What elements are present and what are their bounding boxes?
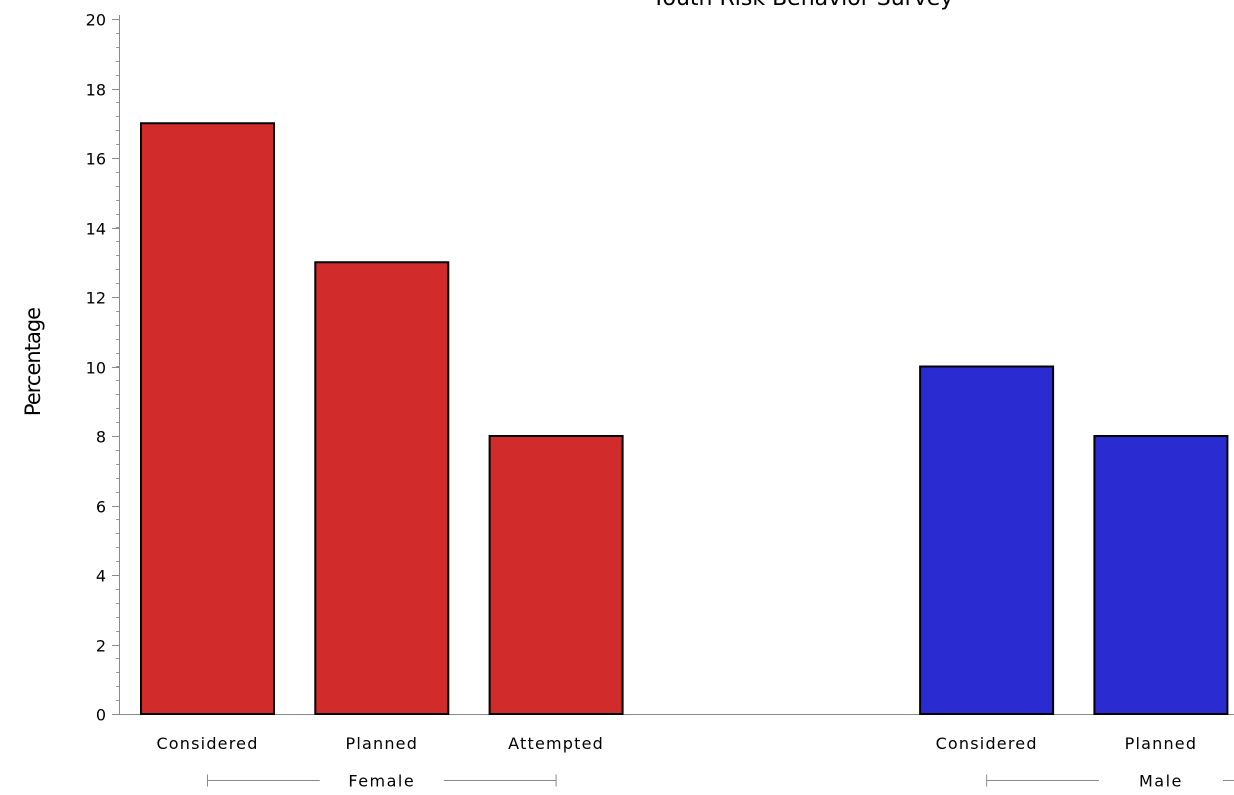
y-axis-label: Percentage [21,307,45,417]
y-tick-label: 18 [86,81,106,100]
y-tick-label: 8 [96,428,106,447]
y-tick-label: 10 [86,359,106,378]
bar [1093,435,1229,715]
bar [140,122,275,715]
y-tick-label: 12 [86,289,106,308]
bar [919,365,1055,715]
y-tick-label: 4 [96,567,106,586]
x-tick-label: Attempted [508,734,604,753]
group-label: Female [348,772,415,791]
y-tick-label: 0 [96,706,106,725]
x-tick-label: Planned [346,734,419,753]
bar [314,261,450,715]
bar [488,435,624,715]
y-tick-label: 6 [96,498,106,517]
y-tick-label: 14 [86,220,106,239]
chart-title: Youth Risk Behavior Survey [652,0,953,11]
y-tick-label: 2 [96,637,106,656]
x-tick-label: Considered [936,734,1038,753]
x-tick-label: Considered [156,734,258,753]
y-tick-label: 16 [86,150,106,169]
y-tick-label: 20 [86,11,106,30]
group-label: Male [1139,772,1183,791]
x-tick-label: Planned [1125,734,1198,753]
